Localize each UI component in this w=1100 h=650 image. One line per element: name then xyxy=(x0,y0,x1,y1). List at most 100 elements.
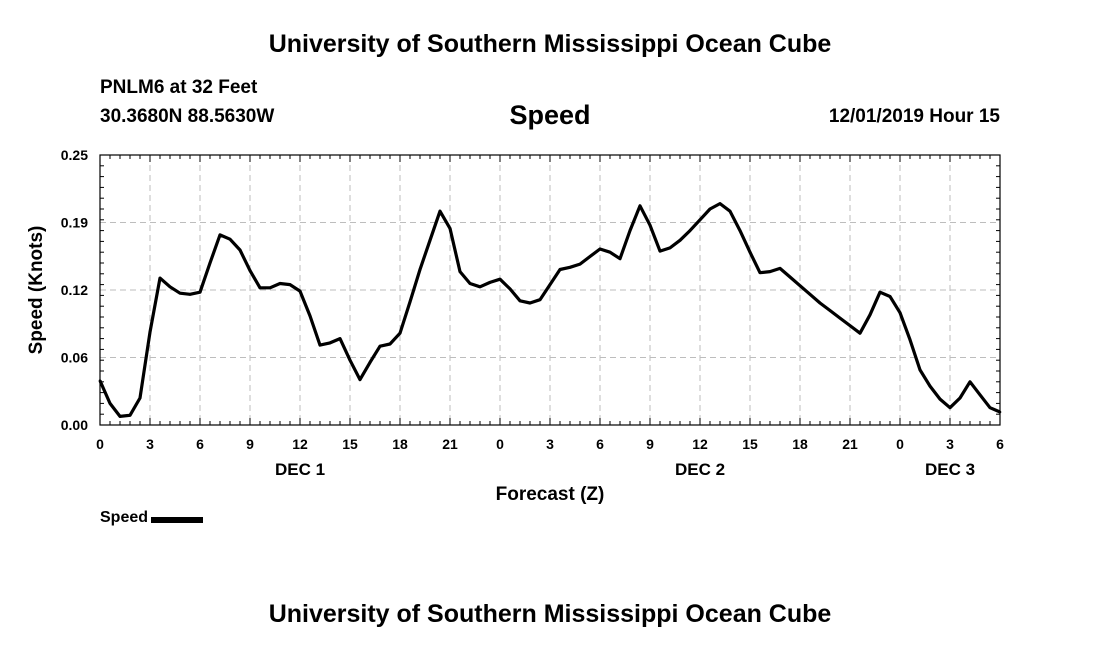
data-point xyxy=(278,282,282,285)
data-point xyxy=(318,343,322,347)
chart-labels: 0 3 6 9 12 15 18 21 0 3 6 9 12 15 18 21 0 3 6 0.00 0.06 0.12 0… xyxy=(26,147,1004,505)
data-point xyxy=(968,380,972,384)
data-point xyxy=(778,267,782,270)
data-point xyxy=(158,276,162,280)
data-point xyxy=(288,283,292,286)
data-point xyxy=(538,298,542,302)
data-point xyxy=(488,281,492,284)
x-tick-label: 0 xyxy=(496,436,504,452)
data-point xyxy=(758,271,762,275)
x-tick-label: 9 xyxy=(246,436,254,452)
data-point xyxy=(468,282,472,285)
data-point xyxy=(598,247,602,251)
data-point xyxy=(448,227,452,230)
x-tick-label: 18 xyxy=(392,436,408,452)
data-point xyxy=(548,283,552,286)
chart-axes xyxy=(99,154,1001,426)
x-tick-label: 6 xyxy=(996,436,1004,452)
data-point xyxy=(228,237,232,241)
data-point xyxy=(738,229,742,232)
data-point xyxy=(208,261,212,265)
data-point xyxy=(528,301,532,305)
x-tick-label: 15 xyxy=(742,436,758,452)
data-point xyxy=(688,229,692,232)
data-point xyxy=(148,330,152,334)
data-point xyxy=(248,269,252,272)
data-point xyxy=(658,249,662,253)
data-point xyxy=(458,270,462,273)
forecast-run-time: 12/01/2019 Hour 15 xyxy=(828,106,1000,127)
data-point xyxy=(848,324,852,327)
data-point xyxy=(928,384,932,388)
data-point xyxy=(708,207,712,211)
y-tick-label: 0.19 xyxy=(61,215,88,231)
x-tick-label: 6 xyxy=(196,436,204,452)
data-point xyxy=(888,295,892,298)
data-point xyxy=(198,290,202,294)
data-point xyxy=(578,262,582,266)
data-point xyxy=(418,268,422,271)
data-point xyxy=(98,379,102,383)
y-tick-label: 0.12 xyxy=(61,282,88,298)
data-point xyxy=(958,396,962,400)
data-point xyxy=(698,218,702,222)
x-tick-label: 21 xyxy=(842,436,858,452)
station-coordinates: 30.3680N 88.5630W xyxy=(100,106,275,127)
data-point xyxy=(558,268,562,271)
data-point xyxy=(368,361,372,364)
data-point xyxy=(618,257,622,260)
data-point xyxy=(218,233,222,237)
data-point xyxy=(978,393,982,397)
data-point xyxy=(168,285,172,289)
data-point xyxy=(588,255,592,258)
data-point xyxy=(908,338,912,341)
chart-series xyxy=(98,202,1002,418)
data-point xyxy=(238,248,242,252)
x-tick-label: 0 xyxy=(96,436,104,452)
data-point xyxy=(518,299,522,303)
data-point xyxy=(478,285,482,289)
data-point xyxy=(378,344,382,348)
data-point xyxy=(308,314,312,318)
data-point xyxy=(298,289,302,293)
chart-title: Speed xyxy=(509,100,591,130)
data-point xyxy=(328,341,332,345)
data-point xyxy=(638,204,642,208)
data-point xyxy=(878,290,882,294)
y-axis-title: Speed (Knots) xyxy=(26,226,47,355)
data-point xyxy=(798,284,802,287)
y-tick-label: 0.25 xyxy=(61,147,88,163)
x-tick-label: 0 xyxy=(896,436,904,452)
data-point xyxy=(128,413,132,417)
data-point xyxy=(948,406,952,410)
chart-legend: Speed xyxy=(100,509,204,527)
data-point xyxy=(398,331,402,335)
data-point xyxy=(118,415,122,418)
data-point xyxy=(428,239,432,242)
data-point xyxy=(938,397,942,401)
data-point xyxy=(718,202,722,205)
x-axis-title: Forecast (Z) xyxy=(496,484,605,505)
data-point xyxy=(188,293,192,296)
y-tick-label: 0.06 xyxy=(61,350,88,366)
data-point xyxy=(568,266,572,269)
data-point xyxy=(608,250,612,254)
data-point xyxy=(808,293,812,296)
legend-swatch-speed xyxy=(151,517,204,523)
data-point xyxy=(408,300,412,304)
data-point xyxy=(748,250,752,254)
x-day-label: DEC 2 xyxy=(675,460,725,479)
data-point xyxy=(918,368,922,372)
page-title: University of Southern Mississippi Ocean… xyxy=(268,30,832,58)
y-tick-label: 0.00 xyxy=(61,417,88,433)
x-tick-label: 21 xyxy=(442,436,458,452)
x-tick-label: 3 xyxy=(546,436,554,452)
data-point xyxy=(678,239,682,242)
data-point xyxy=(818,301,822,305)
data-point xyxy=(498,277,502,281)
data-point xyxy=(988,406,992,410)
data-point xyxy=(648,223,652,227)
data-point xyxy=(838,316,842,320)
data-point xyxy=(258,286,262,290)
data-point xyxy=(898,311,902,314)
